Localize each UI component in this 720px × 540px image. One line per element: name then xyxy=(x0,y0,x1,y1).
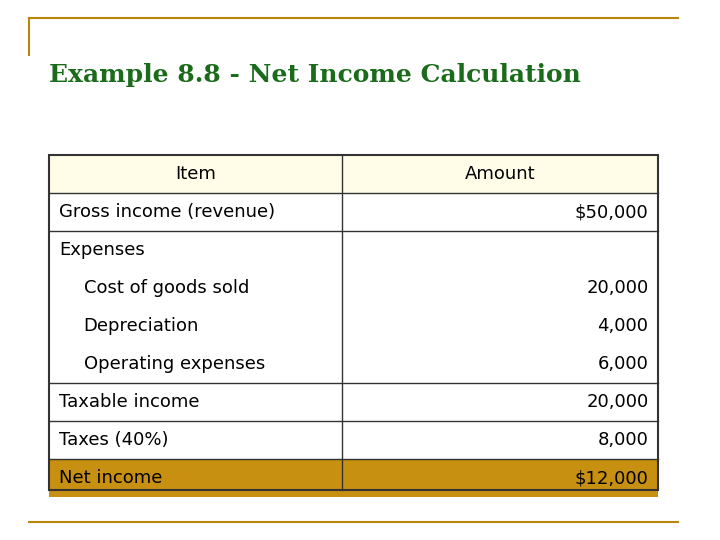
Text: Depreciation: Depreciation xyxy=(84,317,199,335)
Text: 20,000: 20,000 xyxy=(586,279,649,297)
Bar xyxy=(49,421,658,459)
Text: 4,000: 4,000 xyxy=(598,317,649,335)
Text: Expenses: Expenses xyxy=(59,241,145,259)
Bar xyxy=(49,155,658,193)
Bar xyxy=(49,383,658,421)
Text: $12,000: $12,000 xyxy=(575,469,649,487)
Text: Cost of goods sold: Cost of goods sold xyxy=(84,279,249,297)
Text: Taxes (40%): Taxes (40%) xyxy=(59,431,168,449)
Text: 20,000: 20,000 xyxy=(586,393,649,411)
Text: $50,000: $50,000 xyxy=(575,203,649,221)
Text: Operating expenses: Operating expenses xyxy=(84,355,265,373)
Text: 8,000: 8,000 xyxy=(598,431,649,449)
Text: Amount: Amount xyxy=(464,165,535,183)
Text: Gross income (revenue): Gross income (revenue) xyxy=(59,203,275,221)
Text: Taxable income: Taxable income xyxy=(59,393,199,411)
Text: 6,000: 6,000 xyxy=(598,355,649,373)
Bar xyxy=(49,459,658,497)
Text: Net income: Net income xyxy=(59,469,162,487)
Text: Item: Item xyxy=(175,165,216,183)
Bar xyxy=(49,231,658,383)
Bar xyxy=(49,155,658,490)
Bar xyxy=(49,193,658,231)
Text: Example 8.8 - Net Income Calculation: Example 8.8 - Net Income Calculation xyxy=(49,63,581,87)
